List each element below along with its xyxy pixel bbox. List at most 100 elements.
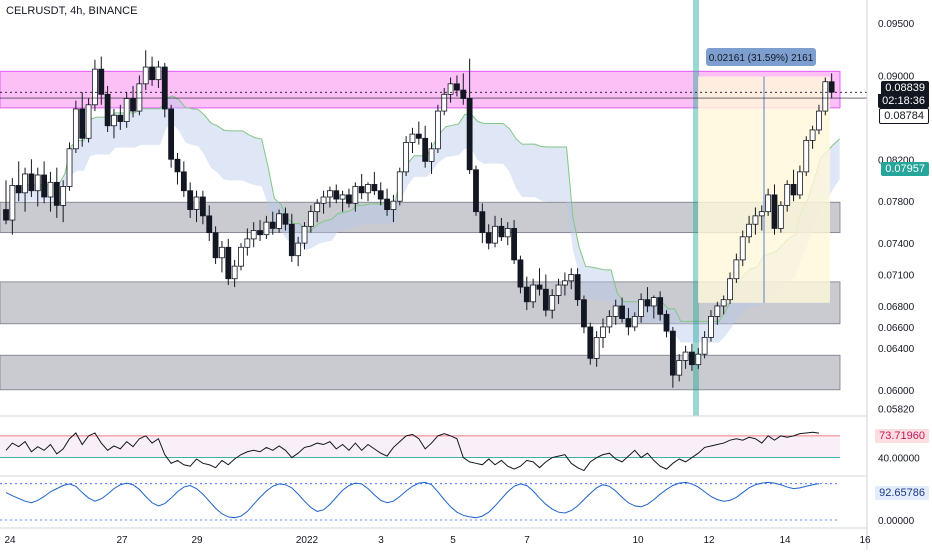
candle-body bbox=[822, 81, 829, 112]
candle-body bbox=[142, 66, 149, 85]
candle-body bbox=[689, 351, 695, 366]
candle-body bbox=[682, 351, 689, 361]
candle-body bbox=[574, 274, 581, 301]
time-tick-label: 5 bbox=[450, 535, 456, 546]
price-tick-label: 0.06000 bbox=[878, 386, 915, 397]
candle-body bbox=[22, 173, 28, 194]
candle-body bbox=[377, 190, 384, 200]
candle-body bbox=[301, 225, 308, 244]
candle-body bbox=[155, 66, 162, 81]
time-tick-label: 27 bbox=[116, 535, 128, 546]
candle-body bbox=[346, 194, 352, 204]
price-tick-label: 0.05820 bbox=[878, 405, 915, 416]
candle-body bbox=[219, 246, 225, 259]
candle-body bbox=[796, 171, 803, 196]
current-price-tag: 0.08839 bbox=[881, 81, 929, 95]
candle-body bbox=[809, 129, 816, 141]
candle-body bbox=[15, 185, 22, 194]
candle-body bbox=[339, 194, 346, 200]
price-tick-label: 0.07400 bbox=[878, 239, 915, 250]
candle-body bbox=[733, 259, 740, 280]
candle-body bbox=[530, 284, 537, 303]
candle-body bbox=[606, 316, 613, 328]
candle-body bbox=[720, 299, 727, 307]
candle-body bbox=[676, 360, 683, 376]
time-tick-label: 14 bbox=[779, 535, 791, 546]
zone-support-3 bbox=[0, 354, 841, 391]
candle-body bbox=[460, 89, 467, 99]
candle-body bbox=[307, 211, 314, 227]
candle-body bbox=[695, 353, 702, 366]
candle-body bbox=[447, 83, 454, 95]
candle-body bbox=[422, 137, 429, 162]
candle-body bbox=[85, 104, 92, 139]
candle-body bbox=[727, 278, 733, 301]
candle-body bbox=[111, 114, 117, 127]
candle-body bbox=[657, 297, 664, 315]
rsi-level-label: 40.00000 bbox=[878, 454, 920, 465]
candle-body bbox=[314, 202, 321, 213]
candle-body bbox=[434, 110, 441, 150]
candle-body bbox=[371, 184, 378, 192]
candle-body bbox=[752, 215, 759, 225]
candle-body bbox=[288, 223, 295, 257]
candle-body bbox=[828, 81, 835, 93]
candle-body bbox=[123, 98, 130, 122]
candle-body bbox=[803, 140, 810, 173]
candle-body bbox=[714, 305, 721, 317]
candle-body bbox=[187, 190, 194, 210]
candle-body bbox=[771, 194, 778, 229]
candle-body bbox=[790, 184, 797, 196]
time-tick-label: 24 bbox=[4, 535, 16, 546]
candle-body bbox=[199, 196, 206, 217]
candle-body bbox=[358, 186, 365, 194]
candle-body bbox=[193, 196, 200, 210]
candle-body bbox=[136, 83, 143, 112]
rsi-band bbox=[0, 435, 840, 458]
candle-body bbox=[327, 190, 333, 198]
candle-body bbox=[28, 173, 35, 192]
candle-body bbox=[619, 305, 625, 319]
candle-body bbox=[555, 284, 562, 296]
candle-body bbox=[263, 221, 270, 236]
price-tick-label: 0.09500 bbox=[878, 19, 915, 30]
stoch-line bbox=[5, 481, 820, 519]
rsi-line bbox=[5, 431, 820, 472]
candle-body bbox=[34, 174, 41, 192]
candle-body bbox=[212, 232, 219, 259]
candle-body bbox=[60, 186, 67, 206]
price-tick-label: 0.09000 bbox=[878, 71, 915, 82]
stoch-zero-label: 0.00000 bbox=[878, 516, 915, 527]
candle-body bbox=[104, 93, 111, 127]
candle-body bbox=[638, 299, 645, 317]
time-tick-label: 2022 bbox=[296, 535, 319, 546]
candle-body bbox=[174, 158, 181, 173]
price-tick-label: 0.06400 bbox=[878, 344, 915, 355]
line-price-tag: 0.08784 bbox=[879, 108, 929, 124]
candle-body bbox=[536, 284, 543, 290]
candle-body bbox=[708, 316, 714, 338]
cloud-price-tag: 0.07957 bbox=[881, 162, 929, 176]
candle-body bbox=[765, 194, 772, 213]
candle-body bbox=[758, 211, 765, 217]
candle-body bbox=[53, 181, 60, 206]
candle-body bbox=[180, 171, 187, 192]
measure-label: 0.02161 (31.59%) 2161 bbox=[709, 53, 814, 64]
candle-body bbox=[511, 228, 517, 261]
candle-body bbox=[498, 225, 505, 238]
price-tick-label: 0.07800 bbox=[878, 197, 915, 208]
candle-body bbox=[403, 142, 410, 173]
candle-body bbox=[593, 337, 600, 359]
candle-body bbox=[409, 133, 416, 143]
candle-body bbox=[365, 184, 371, 194]
stoch-value-tag: 92.65786 bbox=[875, 486, 929, 500]
candle-body bbox=[650, 297, 657, 307]
candle-body bbox=[282, 213, 289, 225]
candle-body bbox=[784, 184, 791, 206]
candle-body bbox=[816, 110, 822, 131]
candle-body bbox=[92, 68, 98, 106]
candle-body bbox=[3, 209, 9, 221]
candle-body bbox=[746, 223, 752, 238]
candle-body bbox=[320, 196, 327, 204]
